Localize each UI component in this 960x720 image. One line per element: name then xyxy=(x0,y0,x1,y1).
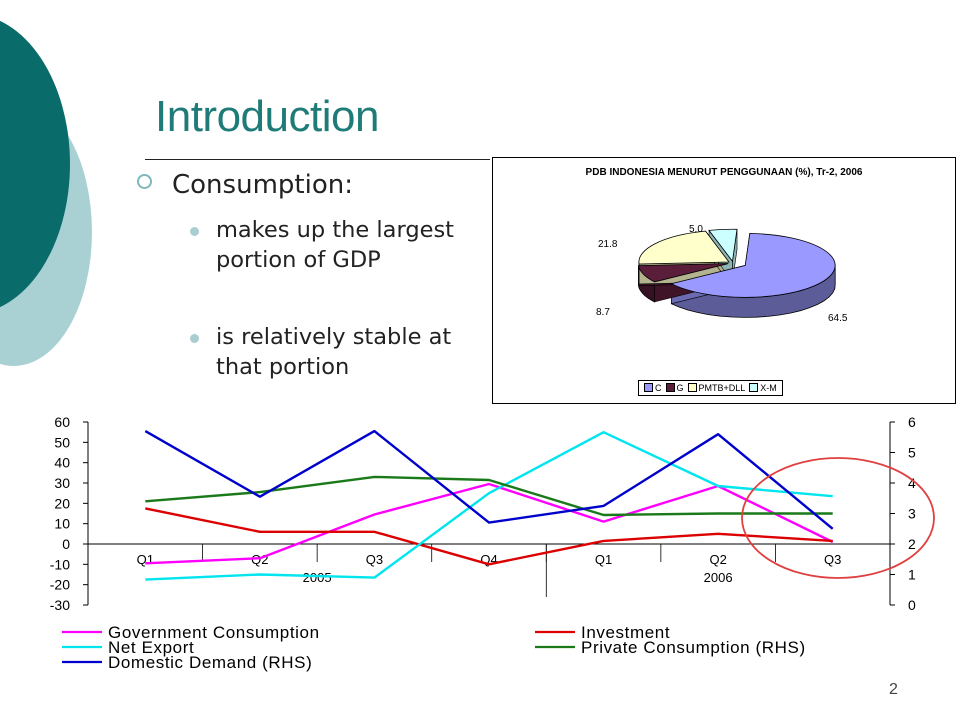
title-divider xyxy=(145,159,490,160)
legend-label: Government Consumption xyxy=(108,623,320,642)
y2-tick-label: 1 xyxy=(908,567,916,583)
y2-tick-label: 4 xyxy=(908,475,916,491)
bullet-consumption: Consumption: xyxy=(137,170,353,200)
x-tick-label: Q3 xyxy=(824,552,841,567)
x-tick-label: Q1 xyxy=(595,552,612,567)
bullet-text: Consumption: xyxy=(172,170,353,200)
y2-tick-label: 2 xyxy=(908,536,916,552)
legend-swatch xyxy=(749,383,759,392)
y2-tick-label: 6 xyxy=(908,414,916,430)
x-tick-label: Q1 xyxy=(137,552,154,567)
highlight-circle xyxy=(741,457,935,579)
legend-swatch xyxy=(665,383,675,392)
y-tick-label: 30 xyxy=(54,475,70,491)
pie-slice-xm xyxy=(708,228,738,263)
pie-slice-pmtbdll xyxy=(638,230,730,265)
pie-svg: 64.5 8.7 21.8 5.0 xyxy=(596,224,848,324)
y-tick-label: 20 xyxy=(54,495,70,511)
y-tick-label: -30 xyxy=(50,597,70,613)
legend-label: Net Export xyxy=(108,638,194,657)
dot-bullet-icon xyxy=(190,334,199,343)
slide-title: Introduction xyxy=(155,92,379,141)
sub-bullet-2: is relatively stable at that portion xyxy=(190,322,465,382)
dot-bullet-icon xyxy=(190,227,199,236)
sub-bullet-1: makes up the largest portion of GDP xyxy=(190,215,465,275)
legend-label: Private Consumption (RHS) xyxy=(581,638,806,657)
x-tick-label: Q3 xyxy=(366,552,383,567)
legend-item: G xyxy=(665,383,684,393)
legend-swatch xyxy=(644,383,653,392)
pie-slice-g xyxy=(638,263,729,283)
series-line-investment xyxy=(145,507,833,566)
year-label: 2006 xyxy=(704,570,733,585)
legend-label: Domestic Demand (RHS) xyxy=(108,653,312,672)
sub-bullet-text: is relatively stable at that portion xyxy=(216,324,452,380)
legend-swatch xyxy=(687,383,697,392)
pie-value-label: 21.8 xyxy=(598,239,618,250)
pie-chart: PDB INDONESIA MENURUT PENGGUNAAN (%), Tr… xyxy=(492,157,956,404)
x-tick-label: Q2 xyxy=(709,552,726,567)
legend-item: PMTB+DLL xyxy=(687,383,745,393)
pie-legend: C G PMTB+DLL X-M xyxy=(638,380,783,396)
pie-value-label: 64.5 xyxy=(828,313,848,324)
y-tick-label: -10 xyxy=(50,556,70,572)
legend-item: X-M xyxy=(749,383,777,393)
y-tick-label: 40 xyxy=(54,455,70,471)
y2-tick-label: 5 xyxy=(908,445,916,461)
page-number: 2 xyxy=(889,681,898,698)
series-line-domestic-demand-rhs xyxy=(144,429,834,530)
y-tick-label: 50 xyxy=(54,434,70,450)
series-line-private-consumption-rhs xyxy=(145,475,833,517)
y2-tick-label: 0 xyxy=(908,597,916,613)
sub-bullet-text: makes up the largest portion of GDP xyxy=(216,217,454,273)
year-label: 2005 xyxy=(303,570,332,585)
series-line-net-export xyxy=(145,431,833,581)
decorative-circles xyxy=(0,20,92,366)
ring-bullet-icon xyxy=(137,174,152,189)
y-tick-label: 0 xyxy=(62,536,70,552)
y-tick-label: 10 xyxy=(54,516,70,532)
pie-title: PDB INDONESIA MENURUT PENGGUNAAN (%), Tr… xyxy=(585,167,863,178)
y-tick-label: -20 xyxy=(50,577,70,593)
pie-value-label: 8.7 xyxy=(596,307,610,318)
legend-item: C xyxy=(644,383,662,393)
y2-tick-label: 3 xyxy=(908,506,916,522)
legend-label: Investment xyxy=(581,623,670,642)
y-tick-label: 60 xyxy=(54,414,70,430)
pie-value-label: 5.0 xyxy=(689,224,703,235)
pie-slice-c xyxy=(670,232,836,298)
